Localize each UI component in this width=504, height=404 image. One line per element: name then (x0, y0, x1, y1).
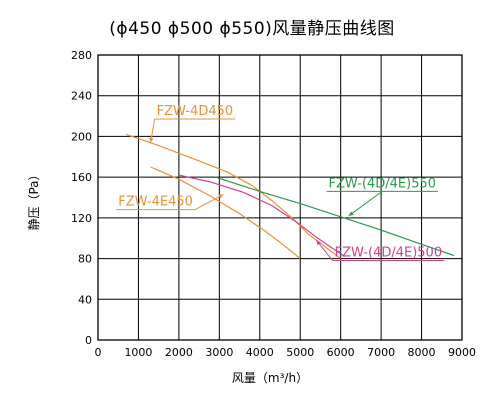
y-tick-label: 160 (71, 171, 92, 184)
x-tick-label: 5000 (286, 346, 314, 359)
series-line-2 (150, 166, 301, 260)
x-tick-label: 0 (95, 346, 102, 359)
series-line-3 (215, 176, 455, 257)
y-tick-label: 200 (71, 130, 92, 143)
series-arrowhead (348, 211, 354, 216)
x-tick-label: 6000 (327, 346, 355, 359)
x-tick-label: 3000 (205, 346, 233, 359)
tick-labels: 0 1000 2000 3000 4000 5000 6000 7000 8000 9000 0 40… (71, 49, 476, 359)
series-label-3: FZW-(4D/4E)550 (329, 176, 437, 191)
curve-labels: FZW-4D450 FZW-4E450 FZW-(4D/4E)550 FZW-(4D/… (116, 104, 445, 262)
series-label-4: FZW-(4D/4E)500 (335, 246, 443, 261)
x-tick-label: 4000 (246, 346, 274, 359)
series-line-4 (178, 174, 346, 257)
series-arrowhead (218, 194, 224, 199)
series-arrowhead (316, 240, 321, 246)
x-tick-label: 8000 (408, 346, 436, 359)
y-tick-label: 80 (78, 253, 92, 266)
y-tick-label: 280 (71, 49, 92, 62)
chart-title: (ϕ450 ϕ500 ϕ550)风量静压曲线图 (109, 19, 395, 39)
grid (97, 54, 463, 341)
plot-frame (97, 54, 463, 341)
x-axis-label: 风量（m³/h） (232, 371, 308, 385)
series-label-2: FZW-4E450 (118, 195, 193, 210)
series-leader-line (348, 190, 383, 217)
y-tick-label: 0 (85, 334, 92, 347)
x-tick-label: 2000 (165, 346, 193, 359)
series-arrowhead (149, 137, 154, 143)
x-tick-label: 7000 (367, 346, 395, 359)
y-tick-label: 40 (78, 293, 92, 306)
series-label-1: FZW-4D450 (157, 104, 234, 119)
x-tick-label: 9000 (448, 346, 476, 359)
y-tick-label: 120 (71, 212, 92, 225)
y-axis-label: 静压（Pa） (27, 168, 41, 230)
y-tick-label: 240 (71, 90, 92, 103)
x-tick-label: 1000 (124, 346, 152, 359)
series-leader-line (194, 194, 224, 211)
